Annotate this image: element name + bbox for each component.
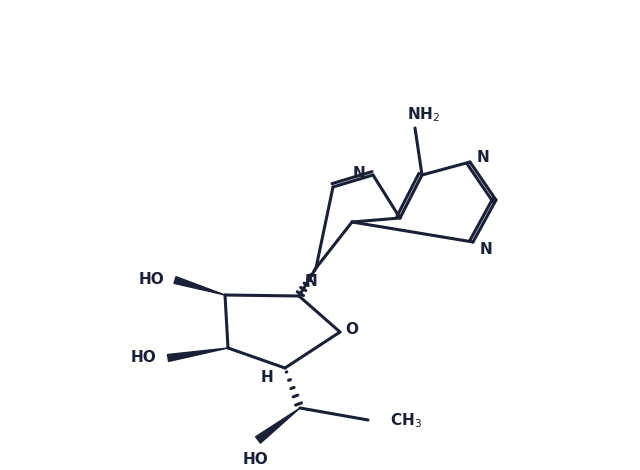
Polygon shape <box>168 348 228 361</box>
Text: N: N <box>477 149 490 164</box>
Text: H: H <box>260 370 273 385</box>
Text: N: N <box>353 166 365 181</box>
Text: CH$_3$: CH$_3$ <box>390 412 422 431</box>
Text: O: O <box>346 322 358 337</box>
Text: HO: HO <box>131 351 157 366</box>
Text: NH$_2$: NH$_2$ <box>406 106 440 125</box>
Polygon shape <box>174 277 225 295</box>
Text: N: N <box>479 242 492 257</box>
Text: N: N <box>305 274 317 289</box>
Polygon shape <box>255 408 300 443</box>
Text: HO: HO <box>138 273 164 288</box>
Text: HO: HO <box>243 453 269 468</box>
